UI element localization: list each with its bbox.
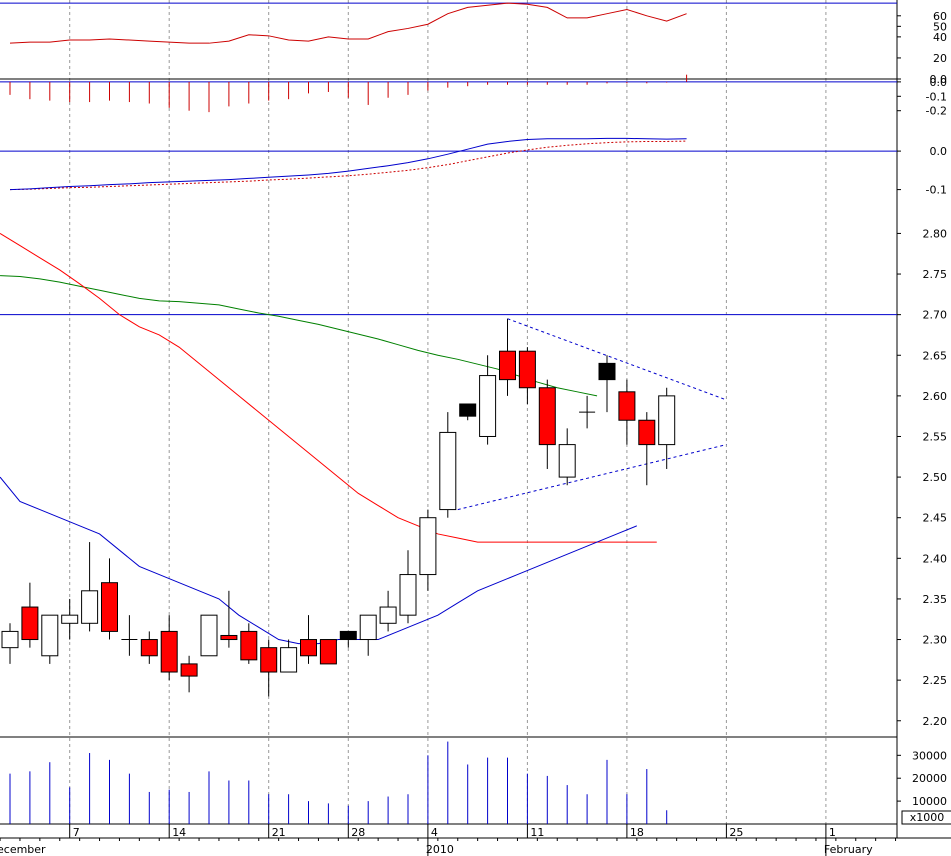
macd-line [9, 137, 687, 191]
y-tick-label: 50 [933, 20, 947, 33]
triangle-trendline [507, 318, 727, 401]
candle-body [260, 647, 278, 673]
y-tick-label: 20000 [912, 772, 947, 785]
x-tick-label: 1 [829, 826, 836, 839]
moving-average-mid [0, 233, 657, 543]
y-tick-label: 2.55 [923, 430, 948, 443]
x-axis: 7 14 21 28 4 11 18 25 1 ecember 2010 February [0, 824, 897, 856]
moving-average-short [0, 476, 638, 645]
candle-body [101, 582, 118, 632]
candle-body [459, 403, 477, 417]
y-tick-label: 2.30 [923, 634, 948, 647]
x-tick-label: 14 [172, 826, 186, 839]
y-tick-label: 2.65 [923, 349, 948, 362]
candle-body [638, 419, 656, 446]
x-tick-label: 4 [431, 826, 438, 839]
candle-body [359, 614, 377, 641]
candle-body [399, 574, 417, 616]
candle-body [538, 387, 556, 446]
y-tick-label: 2.50 [923, 471, 948, 484]
candle-body [558, 444, 576, 478]
candle-body [339, 630, 357, 641]
y-axis-labels: 0.0204050600.0-0.1-0.20.0-0.12.202.252.3… [897, 10, 951, 825]
y-tick-label: 2.45 [923, 512, 948, 525]
stochastic-panel [0, 2, 897, 44]
candle-body [240, 630, 258, 661]
candle-body [81, 590, 99, 624]
y-tick-label: 0.0 [930, 73, 948, 86]
x-month-label: ecember [0, 843, 46, 856]
y-tick-label: 2.20 [923, 715, 948, 728]
y-tick-label: 2.25 [923, 674, 948, 687]
y-tick-label: 0.0 [930, 76, 948, 89]
y-tick-label: -0.1 [926, 90, 947, 103]
y-tick-label: 20 [933, 52, 947, 65]
candle-body [319, 639, 337, 665]
x-tick-label: 11 [530, 826, 544, 839]
y-tick-label: -0.2 [926, 105, 947, 118]
stochastic-line [9, 2, 687, 44]
x-month-label: February [824, 843, 873, 856]
y-tick-label: 0.0 [930, 145, 948, 158]
x-tick-label: 21 [272, 826, 286, 839]
candle-body [140, 639, 158, 657]
y-tick-label: 10000 [912, 795, 947, 808]
candle-body [618, 391, 636, 421]
candle-body [300, 639, 317, 657]
y-tick-label: -0.1 [926, 184, 947, 197]
y-tick-label: 30000 [912, 749, 947, 762]
candle-body [180, 663, 198, 677]
candle-body [61, 614, 79, 624]
macd-histogram-panel [0, 74, 897, 113]
y-tick-label: 2.70 [923, 309, 948, 322]
candle-body [439, 431, 457, 511]
y-tick-label: 2.80 [923, 227, 948, 240]
x-tick-label: 25 [729, 826, 743, 839]
triangle-trendline [457, 444, 727, 511]
moving-average-long [0, 275, 598, 397]
x-tick-label: 7 [73, 826, 80, 839]
y-tick-label: 60 [933, 10, 947, 23]
price-panel [0, 233, 897, 697]
candle-body [280, 647, 298, 673]
candle-body [518, 350, 536, 389]
macd-panel [0, 137, 897, 191]
grid-lines [69, 0, 827, 824]
candle-body [658, 395, 676, 446]
volume-multiplier-label: x1000 [910, 811, 945, 824]
candle-body [21, 606, 39, 641]
candle-body [1, 630, 19, 649]
x-tick-label: 28 [351, 826, 365, 839]
volume-multiplier-box [901, 810, 951, 825]
candle-body [379, 606, 397, 624]
macd-signal-line [9, 140, 687, 191]
candle-body [479, 375, 497, 437]
candle-body [598, 362, 616, 381]
candle-body [41, 614, 59, 657]
y-tick-label: 2.60 [923, 390, 948, 403]
y-tick-label: 2.35 [923, 593, 948, 606]
volume-panel [9, 741, 668, 824]
x-month-label: 2010 [426, 843, 454, 856]
y-tick-label: 2.40 [923, 552, 948, 565]
y-tick-label: 2.75 [923, 268, 948, 281]
x-tick-label: 18 [630, 826, 644, 839]
y-tick-label: 40 [933, 31, 947, 44]
candle-body [220, 634, 238, 641]
candle-body [419, 517, 437, 576]
candle-body [200, 614, 218, 657]
candle-body [160, 630, 178, 673]
candle-body [499, 350, 516, 381]
